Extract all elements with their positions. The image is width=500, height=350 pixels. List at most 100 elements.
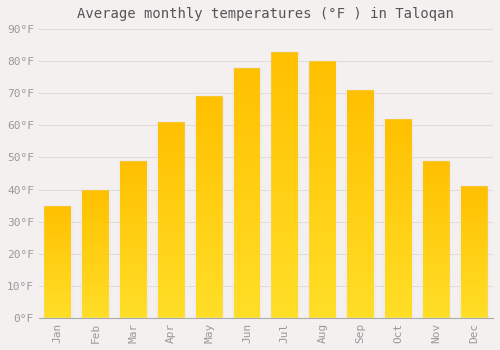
Bar: [158, 257, 184, 259]
Bar: [158, 122, 184, 124]
Bar: [158, 152, 184, 153]
Bar: [460, 295, 487, 297]
Bar: [347, 181, 374, 183]
Bar: [44, 231, 71, 232]
Bar: [272, 307, 298, 310]
Bar: [272, 291, 298, 294]
Bar: [158, 300, 184, 302]
Bar: [460, 310, 487, 312]
Bar: [234, 290, 260, 293]
Bar: [196, 260, 222, 262]
Bar: [120, 307, 147, 308]
Bar: [120, 162, 147, 164]
Bar: [44, 268, 71, 270]
Bar: [158, 142, 184, 144]
Bar: [120, 200, 147, 202]
Bar: [44, 293, 71, 294]
Bar: [272, 132, 298, 134]
Bar: [385, 294, 412, 296]
Bar: [385, 181, 412, 183]
Bar: [310, 87, 336, 89]
Bar: [158, 218, 184, 220]
Bar: [234, 83, 260, 85]
Bar: [44, 264, 71, 265]
Bar: [272, 254, 298, 257]
Bar: [234, 155, 260, 158]
Bar: [385, 197, 412, 198]
Bar: [347, 277, 374, 279]
Bar: [423, 219, 450, 220]
Bar: [44, 248, 71, 250]
Bar: [460, 241, 487, 243]
Bar: [44, 307, 71, 308]
Bar: [44, 267, 71, 268]
Bar: [82, 273, 109, 274]
Bar: [234, 168, 260, 170]
Bar: [272, 211, 298, 214]
Bar: [158, 230, 184, 232]
Bar: [196, 311, 222, 314]
Bar: [385, 298, 412, 300]
Bar: [460, 205, 487, 206]
Bar: [310, 295, 336, 298]
Bar: [385, 189, 412, 191]
Bar: [44, 224, 71, 225]
Bar: [460, 259, 487, 260]
Bar: [82, 314, 109, 315]
Bar: [234, 313, 260, 315]
Bar: [234, 203, 260, 205]
Bar: [272, 102, 298, 105]
Bar: [44, 272, 71, 273]
Bar: [310, 272, 336, 274]
Bar: [158, 212, 184, 214]
Bar: [385, 238, 412, 240]
Bar: [423, 252, 450, 253]
Bar: [196, 247, 222, 249]
Bar: [44, 258, 71, 259]
Bar: [423, 186, 450, 187]
Bar: [234, 113, 260, 115]
Bar: [347, 311, 374, 313]
Bar: [310, 94, 336, 97]
Bar: [234, 128, 260, 130]
Bar: [385, 135, 412, 137]
Bar: [196, 198, 222, 201]
Bar: [120, 277, 147, 279]
Bar: [120, 305, 147, 307]
Bar: [423, 294, 450, 296]
Bar: [460, 276, 487, 277]
Bar: [234, 80, 260, 83]
Bar: [460, 317, 487, 318]
Bar: [234, 308, 260, 310]
Bar: [347, 104, 374, 106]
Bar: [423, 198, 450, 200]
Bar: [158, 245, 184, 247]
Bar: [120, 253, 147, 255]
Bar: [347, 293, 374, 295]
Bar: [272, 57, 298, 60]
Bar: [234, 122, 260, 125]
Bar: [460, 301, 487, 302]
Bar: [423, 173, 450, 175]
Bar: [460, 294, 487, 295]
Bar: [44, 273, 71, 274]
Bar: [272, 235, 298, 238]
Bar: [196, 107, 222, 110]
Bar: [385, 215, 412, 216]
Bar: [385, 244, 412, 246]
Bar: [44, 256, 71, 257]
Bar: [120, 209, 147, 211]
Bar: [82, 218, 109, 219]
Bar: [460, 269, 487, 271]
Bar: [196, 285, 222, 287]
Bar: [385, 248, 412, 250]
Bar: [310, 246, 336, 248]
Bar: [82, 258, 109, 259]
Bar: [347, 193, 374, 195]
Bar: [310, 112, 336, 115]
Bar: [460, 227, 487, 229]
Bar: [44, 296, 71, 298]
Bar: [196, 265, 222, 267]
Bar: [82, 231, 109, 232]
Bar: [120, 243, 147, 244]
